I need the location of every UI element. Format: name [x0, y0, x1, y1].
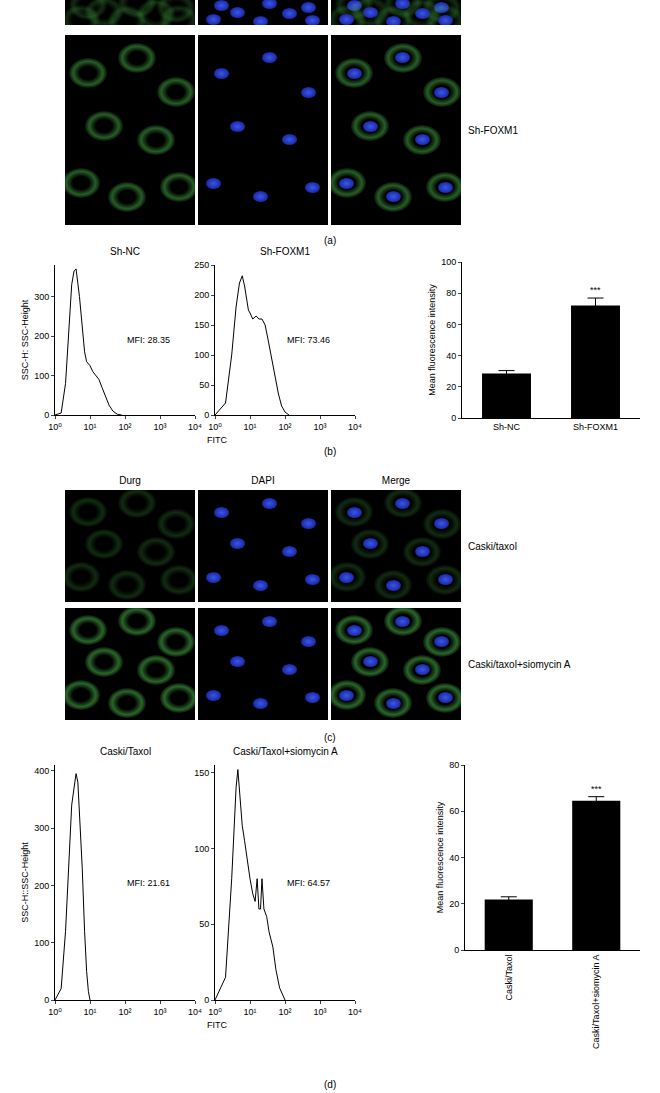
svg-text:(d): (d) — [324, 1079, 336, 1090]
html-text:Caski/taxol: Caski/taxol — [468, 540, 517, 552]
svg-text:10³: 10³ — [153, 422, 166, 432]
svg-text:Caski/Taxol: Caski/Taxol — [504, 955, 514, 1001]
svg-text:10²: 10² — [118, 422, 131, 432]
svg-text:Caski/Taxol+siomycin A: Caski/Taxol+siomycin A — [233, 746, 338, 757]
svg-text:300: 300 — [34, 823, 49, 833]
svg-text:60: 60 — [446, 320, 456, 330]
svg-text:0: 0 — [44, 410, 49, 420]
svg-text:200: 200 — [194, 290, 209, 300]
svg-text:MFI: 64.57: MFI: 64.57 — [287, 878, 330, 888]
svg-text:20: 20 — [446, 382, 456, 392]
svg-text:10⁴: 10⁴ — [348, 422, 362, 432]
svg-text:40: 40 — [446, 351, 456, 361]
svg-text:20: 20 — [449, 899, 459, 909]
svg-text:100: 100 — [34, 938, 49, 948]
svg-text:10³: 10³ — [153, 1007, 166, 1017]
svg-text:100: 100 — [194, 350, 209, 360]
svg-text:Caski/Taxol: Caski/Taxol — [100, 746, 151, 757]
svg-text:10³: 10³ — [313, 422, 326, 432]
svg-text:MFI: 73.46: MFI: 73.46 — [287, 335, 330, 345]
svg-text:MFI: 21.61: MFI: 21.61 — [127, 878, 170, 888]
svg-text:10³: 10³ — [313, 1007, 326, 1017]
html-text:Sh-FOXM1: Sh-FOXM1 — [468, 124, 518, 136]
svg-text:10⁴: 10⁴ — [348, 1007, 362, 1017]
svg-text:10⁰: 10⁰ — [48, 1007, 62, 1017]
svg-text:(c): (c) — [324, 732, 336, 743]
svg-text:80: 80 — [446, 288, 456, 298]
svg-text:Sh-NC: Sh-NC — [110, 246, 140, 257]
svg-text:10⁰: 10⁰ — [48, 422, 62, 432]
svg-text:0: 0 — [454, 945, 459, 955]
svg-text:10²: 10² — [278, 1007, 291, 1017]
svg-text:FITC: FITC — [207, 1020, 227, 1030]
svg-text:50: 50 — [199, 919, 209, 929]
svg-text:Sh-NC: Sh-NC — [493, 422, 521, 432]
html-text:Durg: Durg — [119, 474, 141, 486]
svg-text:150: 150 — [194, 320, 209, 330]
svg-text:Caski/Taxol+siomycin A: Caski/Taxol+siomycin A — [591, 955, 601, 1049]
svg-text:200: 200 — [34, 881, 49, 891]
svg-text:0: 0 — [44, 995, 49, 1005]
svg-text:(a): (a) — [324, 235, 336, 246]
svg-text:(b): (b) — [324, 446, 336, 457]
svg-text:Mean fluorescence intensity: Mean fluorescence intensity — [427, 284, 437, 396]
svg-text:0: 0 — [451, 413, 456, 423]
html-text:Caski/taxol+siomycin A: Caski/taxol+siomycin A — [468, 658, 571, 670]
svg-text:***: *** — [590, 285, 601, 295]
svg-text:0: 0 — [204, 995, 209, 1005]
svg-text:50: 50 — [199, 380, 209, 390]
svg-text:Sh-FOXM1: Sh-FOXM1 — [260, 246, 310, 257]
svg-text:SSC-H::SSC-Height: SSC-H::SSC-Height — [20, 842, 30, 923]
html-text:DAPI: DAPI — [251, 474, 275, 486]
svg-text:***: *** — [591, 784, 602, 794]
svg-text:10¹: 10¹ — [83, 1007, 96, 1017]
svg-text:0: 0 — [204, 410, 209, 420]
svg-text:10¹: 10¹ — [83, 422, 96, 432]
svg-text:SSC-H: SSC-Height: SSC-H: SSC-Height — [20, 299, 30, 380]
svg-text:Mean fluorescence intensity: Mean fluorescence intensity — [435, 801, 445, 913]
svg-text:80: 80 — [449, 760, 459, 770]
svg-text:60: 60 — [449, 806, 459, 816]
svg-text:300: 300 — [34, 292, 49, 302]
svg-text:200: 200 — [34, 331, 49, 341]
svg-text:10²: 10² — [278, 422, 291, 432]
svg-text:10¹: 10¹ — [243, 1007, 256, 1017]
svg-text:10⁰: 10⁰ — [208, 1007, 222, 1017]
svg-text:150: 150 — [194, 768, 209, 778]
svg-text:MFI: 28.35: MFI: 28.35 — [127, 335, 170, 345]
svg-text:40: 40 — [449, 853, 459, 863]
svg-text:100: 100 — [194, 844, 209, 854]
svg-text:10⁰: 10⁰ — [208, 422, 222, 432]
svg-text:FITC: FITC — [207, 435, 227, 445]
svg-text:400: 400 — [34, 766, 49, 776]
svg-text:100: 100 — [34, 371, 49, 381]
svg-text:100: 100 — [441, 257, 456, 267]
svg-text:Sh-FOXM1: Sh-FOXM1 — [573, 422, 618, 432]
svg-text:250: 250 — [194, 260, 209, 270]
svg-text:10⁴: 10⁴ — [188, 422, 202, 432]
svg-text:10²: 10² — [118, 1007, 131, 1017]
html-text:Merge: Merge — [381, 474, 411, 486]
svg-text:10¹: 10¹ — [243, 422, 256, 432]
svg-text:10⁴: 10⁴ — [188, 1007, 202, 1017]
